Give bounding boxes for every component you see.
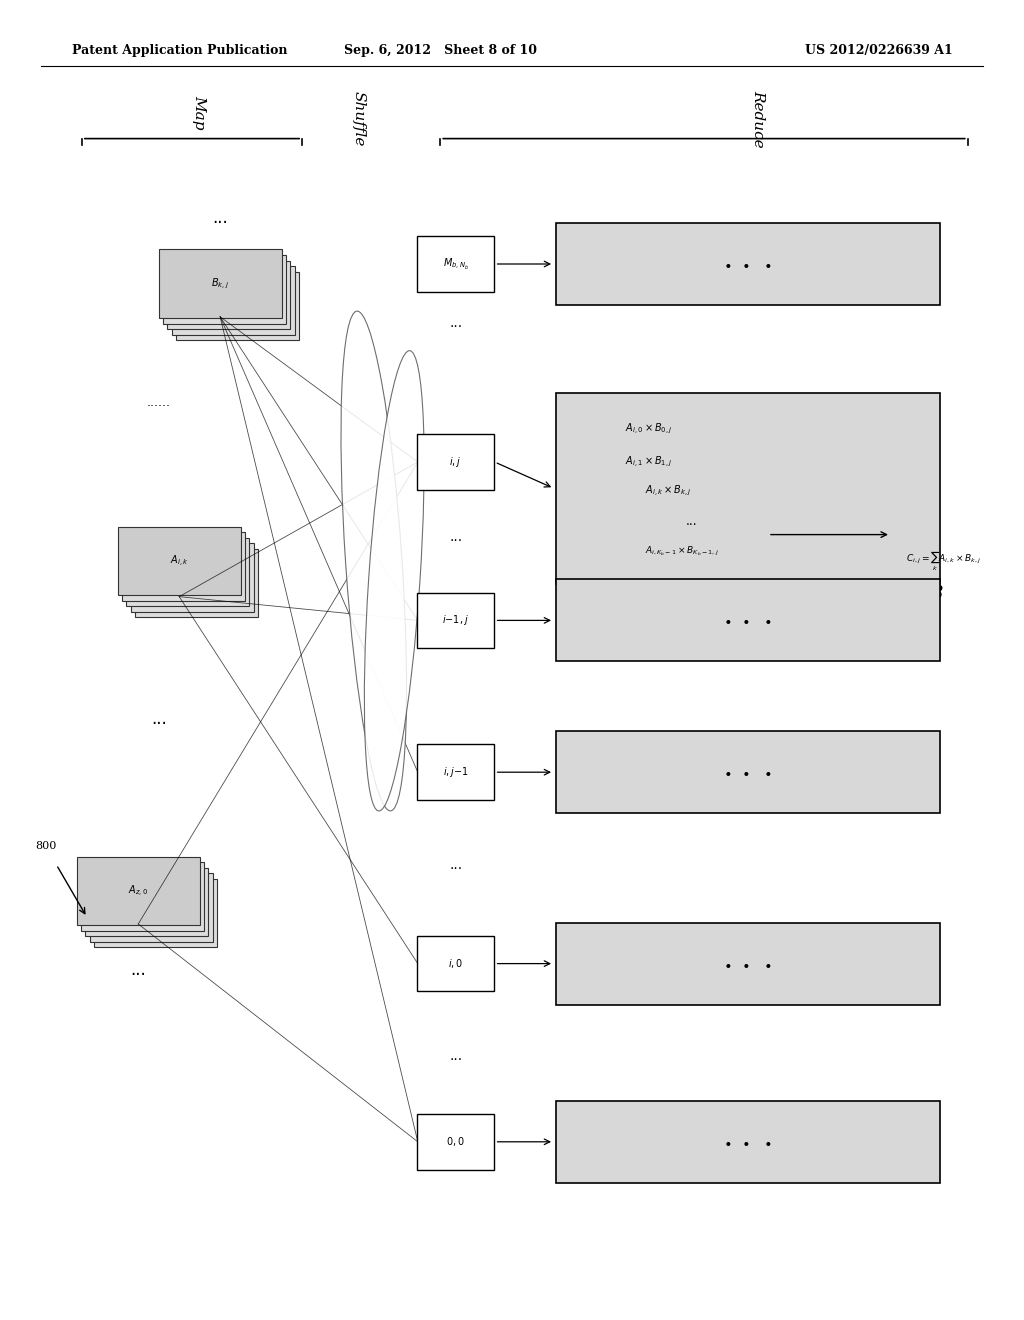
FancyBboxPatch shape xyxy=(131,544,254,612)
Text: $\bullet \;\; \bullet \;\; \bullet$: $\bullet \;\; \bullet \;\; \bullet$ xyxy=(723,614,772,627)
FancyBboxPatch shape xyxy=(418,744,495,800)
Text: ...: ... xyxy=(130,961,146,979)
Text: $0,0$: $0,0$ xyxy=(446,1135,465,1148)
Text: $\bullet \;\; \bullet \;\; \bullet$: $\bullet \;\; \bullet \;\; \bullet$ xyxy=(723,957,772,970)
FancyBboxPatch shape xyxy=(90,874,213,942)
FancyBboxPatch shape xyxy=(81,862,204,931)
Text: ...: ... xyxy=(212,209,228,227)
Text: $M_{b,N_b}$: $M_{b,N_b}$ xyxy=(442,256,469,272)
FancyBboxPatch shape xyxy=(167,260,290,329)
Text: $A_{i,k}$: $A_{i,k}$ xyxy=(170,553,188,569)
Text: ...: ... xyxy=(686,515,697,528)
Text: ...: ... xyxy=(450,317,462,330)
Text: $i,j{-}1$: $i,j{-}1$ xyxy=(442,766,469,779)
Text: ...: ... xyxy=(450,1049,462,1063)
FancyBboxPatch shape xyxy=(77,857,200,925)
FancyBboxPatch shape xyxy=(418,593,495,648)
FancyBboxPatch shape xyxy=(555,579,940,661)
Text: $B_{k,j}$: $B_{k,j}$ xyxy=(211,277,229,290)
Text: 800: 800 xyxy=(36,841,56,851)
Text: $C_{i,j} = \sum_k A_{i,k} \times B_{k,j}$: $C_{i,j} = \sum_k A_{i,k} \times B_{k,j}… xyxy=(906,549,982,573)
Text: $\bullet \;\; \bullet \;\; \bullet$: $\bullet \;\; \bullet \;\; \bullet$ xyxy=(723,766,772,779)
Text: $A_{i,k} \times B_{k,j}$: $A_{i,k} \times B_{k,j}$ xyxy=(645,484,692,498)
Text: Sep. 6, 2012   Sheet 8 of 10: Sep. 6, 2012 Sheet 8 of 10 xyxy=(344,44,537,57)
Text: $i{-}1,j$: $i{-}1,j$ xyxy=(442,614,469,627)
Text: $i,j$: $i,j$ xyxy=(450,455,462,469)
FancyBboxPatch shape xyxy=(126,537,249,606)
Text: ......: ...... xyxy=(146,396,171,409)
FancyBboxPatch shape xyxy=(555,731,940,813)
FancyBboxPatch shape xyxy=(85,867,208,936)
FancyBboxPatch shape xyxy=(94,879,217,948)
Text: ...: ... xyxy=(450,531,462,544)
FancyBboxPatch shape xyxy=(163,255,286,323)
Text: Reduce: Reduce xyxy=(751,90,765,148)
FancyBboxPatch shape xyxy=(418,434,495,490)
Text: $\bullet \;\; \bullet \;\; \bullet$: $\bullet \;\; \bullet \;\; \bullet$ xyxy=(723,1135,772,1148)
Text: $A_{i,K_b-1} \times B_{K_b-1,j}$: $A_{i,K_b-1} \times B_{K_b-1,j}$ xyxy=(645,545,719,558)
Text: ...: ... xyxy=(151,710,167,729)
Text: $\bullet \;\; \bullet \;\; \bullet$: $\bullet \;\; \bullet \;\; \bullet$ xyxy=(723,257,772,271)
FancyBboxPatch shape xyxy=(118,527,241,595)
Text: $A_{i,1} \times B_{1,j}$: $A_{i,1} \times B_{1,j}$ xyxy=(625,455,672,469)
Text: Shuffle: Shuffle xyxy=(351,91,366,147)
FancyBboxPatch shape xyxy=(555,393,940,583)
FancyBboxPatch shape xyxy=(418,236,495,292)
FancyBboxPatch shape xyxy=(176,272,299,341)
Text: Map: Map xyxy=(193,95,207,129)
FancyBboxPatch shape xyxy=(418,1114,495,1170)
Text: $A_{z,0}$: $A_{z,0}$ xyxy=(128,883,148,899)
Text: US 2012/0226639 A1: US 2012/0226639 A1 xyxy=(805,44,952,57)
FancyBboxPatch shape xyxy=(172,267,295,335)
FancyBboxPatch shape xyxy=(555,923,940,1005)
FancyBboxPatch shape xyxy=(418,936,495,991)
FancyBboxPatch shape xyxy=(122,532,245,601)
Text: ...: ... xyxy=(450,858,462,871)
Text: Patent Application Publication: Patent Application Publication xyxy=(72,44,287,57)
FancyBboxPatch shape xyxy=(159,249,282,318)
Ellipse shape xyxy=(341,312,407,810)
FancyBboxPatch shape xyxy=(555,223,940,305)
FancyBboxPatch shape xyxy=(555,1101,940,1183)
Text: Figure 8: Figure 8 xyxy=(858,585,944,603)
FancyBboxPatch shape xyxy=(135,549,258,618)
Text: $A_{i,0} \times B_{0,j}$: $A_{i,0} \times B_{0,j}$ xyxy=(625,422,672,436)
Ellipse shape xyxy=(365,351,424,810)
Text: $i,0$: $i,0$ xyxy=(449,957,463,970)
